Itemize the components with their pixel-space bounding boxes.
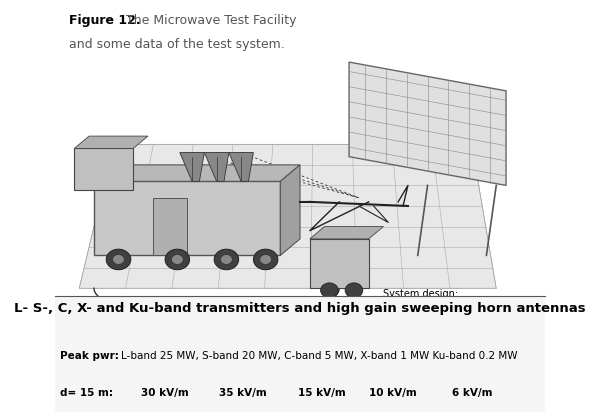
Text: 30 kV/m: 30 kV/m bbox=[140, 387, 188, 397]
Circle shape bbox=[165, 249, 190, 270]
Text: Figure 12.: Figure 12. bbox=[70, 14, 141, 27]
Text: 10 kV/m: 10 kV/m bbox=[368, 387, 416, 397]
Text: 6 kV/m: 6 kV/m bbox=[452, 387, 493, 397]
Text: 35 kV/m: 35 kV/m bbox=[219, 387, 267, 397]
Bar bbox=[55, 297, 545, 412]
Circle shape bbox=[345, 283, 363, 298]
Polygon shape bbox=[205, 153, 229, 182]
Circle shape bbox=[253, 249, 278, 270]
Polygon shape bbox=[79, 145, 496, 289]
Text: 15 kV/m: 15 kV/m bbox=[298, 387, 345, 397]
Bar bbox=[74, 149, 133, 190]
Polygon shape bbox=[280, 166, 300, 256]
Polygon shape bbox=[349, 63, 506, 186]
Circle shape bbox=[113, 255, 124, 265]
Bar bbox=[153, 198, 187, 256]
Bar bbox=[94, 182, 280, 256]
Bar bbox=[310, 239, 368, 289]
Circle shape bbox=[260, 255, 272, 265]
Polygon shape bbox=[229, 153, 253, 182]
Circle shape bbox=[320, 283, 338, 298]
Circle shape bbox=[214, 249, 239, 270]
Text: System design:
TITAN Beta and EM Design: System design: TITAN Beta and EM Design bbox=[383, 289, 513, 310]
Polygon shape bbox=[180, 153, 205, 182]
Polygon shape bbox=[74, 137, 148, 149]
Polygon shape bbox=[94, 166, 300, 182]
Text: L-band 25 MW, S-band 20 MW, C-band 5 MW, X-band 1 MW Ku-band 0.2 MW: L-band 25 MW, S-band 20 MW, C-band 5 MW,… bbox=[121, 350, 517, 360]
Text: The Microwave Test Facility: The Microwave Test Facility bbox=[122, 14, 297, 27]
Polygon shape bbox=[310, 227, 383, 239]
Text: and some data of the test system.: and some data of the test system. bbox=[70, 38, 285, 51]
Circle shape bbox=[221, 255, 232, 265]
Circle shape bbox=[172, 255, 183, 265]
Text: L- S-, C, X- and Ku-band transmitters and high gain sweeping horn antennas: L- S-, C, X- and Ku-band transmitters an… bbox=[14, 301, 586, 314]
Text: d= 15 m:: d= 15 m: bbox=[59, 387, 113, 397]
Circle shape bbox=[106, 249, 131, 270]
Text: Peak pwr:: Peak pwr: bbox=[59, 350, 118, 360]
